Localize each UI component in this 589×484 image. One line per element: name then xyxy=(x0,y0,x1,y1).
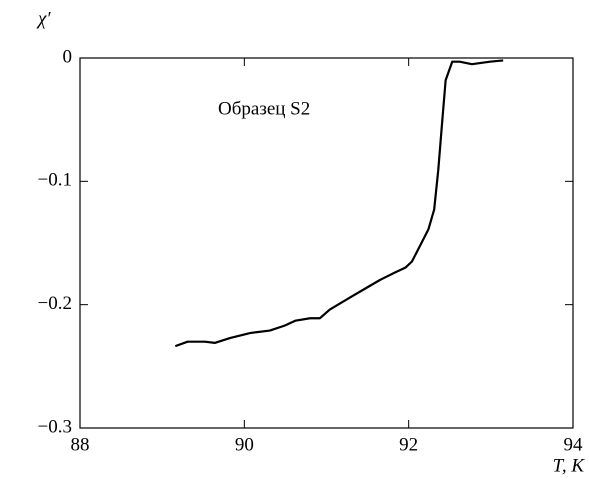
y-tick-label: 0 xyxy=(63,46,73,67)
x-tick-label: 88 xyxy=(71,434,90,455)
x-tick-label: 94 xyxy=(564,434,584,455)
y-tick-label: −0.3 xyxy=(38,416,72,437)
x-tick-label: 92 xyxy=(399,434,418,455)
annotation: Образец S2 xyxy=(218,98,310,119)
y-tick-label: −0.1 xyxy=(38,170,72,191)
y-axis-label: χ′ xyxy=(36,8,51,29)
plot-frame xyxy=(79,57,574,429)
x-tick-label: 90 xyxy=(235,434,254,455)
y-tick-label: −0.2 xyxy=(38,293,72,314)
data-line xyxy=(174,59,504,348)
x-axis-label: T, K xyxy=(553,455,586,476)
